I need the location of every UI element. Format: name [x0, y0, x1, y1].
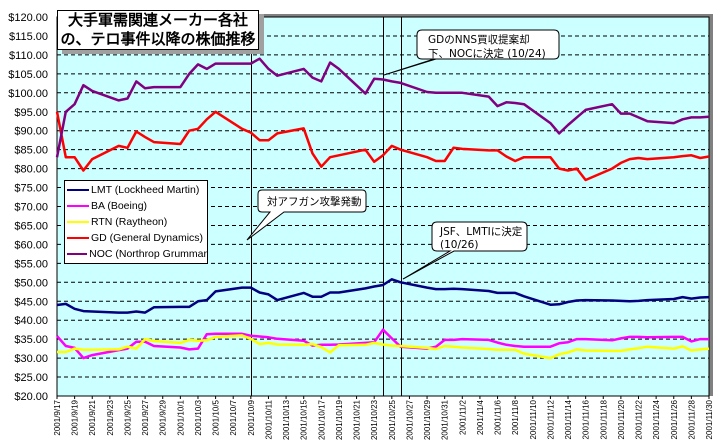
x-tick-label: 2001/11/18 — [599, 399, 608, 439]
x-tick-label: 2001/10/1 — [176, 399, 185, 435]
callout-gd: GDのNNS買収提案却 下、NOCに決定 (10/24) — [383, 29, 560, 76]
x-tick-label: 2001/11/30 — [705, 399, 714, 439]
x-tick-label: 2001/10/27 — [405, 399, 414, 440]
x-tick-label: 2001/9/19 — [71, 399, 80, 435]
x-tick-label: 2001/9/29 — [159, 399, 168, 435]
x-tick-label: 2001/10/29 — [423, 399, 432, 440]
x-tick-label: 2001/11/4 — [476, 399, 485, 435]
legend-swatch — [67, 189, 89, 191]
legend-label: RTN (Raytheon) — [91, 216, 168, 228]
legend-label: BA (Boeing) — [91, 200, 148, 212]
y-tick-label: $115.00 — [9, 31, 48, 43]
chart-title-line2: の、テロ事件以降の株価推移 — [60, 30, 256, 48]
x-tick-label: 2001/9/17 — [53, 399, 62, 435]
y-tick-label: $85.00 — [14, 145, 48, 157]
y-tick-label: $25.00 — [14, 372, 48, 384]
x-tick-label: 2001/10/5 — [212, 399, 221, 435]
x-tick-label: 2001/11/28 — [687, 399, 696, 439]
x-tick-label: 2001/11/26 — [670, 399, 679, 439]
y-tick-label: $60.00 — [14, 239, 48, 251]
series-line — [57, 334, 710, 360]
x-tick-label: 2001/10/17 — [317, 399, 326, 440]
callout-jsf-line1: JSF、LMTIに決定 — [439, 225, 523, 238]
legend-label: GD (General Dynamics) — [91, 232, 204, 244]
x-tick-label: 2001/11/16 — [582, 399, 591, 439]
y-tick-label: $65.00 — [14, 220, 48, 232]
legend-item: BA (Boeing) — [67, 198, 207, 214]
legend-item: LMT (Lockheed Martin) — [67, 182, 207, 198]
x-tick-label: 2001/10/21 — [353, 399, 362, 440]
x-tick-label: 2001/9/25 — [123, 399, 132, 435]
x-tick-label: 2001/9/23 — [106, 399, 115, 435]
x-tick-label: 2001/11/8 — [511, 399, 520, 435]
legend-item: NOC (Northrop Grummar — [67, 246, 207, 262]
x-tick-label: 2001/10/19 — [335, 399, 344, 440]
callout-jsf-line2: (10/26) — [440, 239, 478, 251]
chart-title: 大手軍需関連メーカー各社 の、テロ事件以降の株価推移 — [57, 10, 259, 50]
y-tick-label: $95.00 — [14, 107, 48, 119]
callout-gd-line1: GDのNNS買収提案却 — [428, 33, 530, 46]
series-line — [55, 57, 710, 158]
x-tick-label: 2001/11/14 — [564, 399, 573, 439]
y-tick-label: $45.00 — [14, 296, 48, 308]
x-tick-label: 2001/10/15 — [300, 399, 309, 440]
legend-label: LMT (Lockheed Martin) — [91, 184, 200, 196]
legend-swatch — [67, 253, 88, 255]
y-tick-label: $105.00 — [8, 69, 48, 81]
y-tick-label: $70.00 — [14, 202, 48, 214]
series-lines — [55, 57, 710, 360]
legend: LMT (Lockheed Martin) BA (Boeing) RTN (Ray… — [64, 180, 208, 264]
legend-item: RTN (Raytheon) — [67, 214, 207, 230]
y-tick-label: $30.00 — [14, 353, 48, 365]
y-tick-label: $55.00 — [14, 258, 48, 270]
chart-title-line1: 大手軍需関連メーカー各社 — [67, 11, 248, 29]
x-tick-label: 2001/10/13 — [282, 399, 291, 440]
legend-swatch — [67, 205, 89, 207]
x-tick-label: 2001/11/20 — [617, 399, 626, 439]
callout-afghan: 対アフガン攻撃発動 — [246, 189, 367, 241]
legend-swatch — [67, 221, 89, 223]
y-axis-ticks: $20.00 $25.00 $30.00 $35.00 $40.00 $45.00 $50.… — [8, 12, 48, 403]
callout-jsf: JSF、LMTIに決定 (10/26) — [402, 221, 528, 280]
callout-afghan-text: 対アフガン攻撃発動 — [267, 195, 362, 208]
y-tick-label: $120.00 — [8, 12, 48, 24]
series-line — [55, 110, 710, 182]
x-tick-label: 2001/11/10 — [529, 399, 538, 439]
y-tick-label: $75.00 — [14, 183, 48, 195]
y-tick-label: $40.00 — [14, 315, 48, 327]
x-tick-label: 2001/10/3 — [194, 399, 203, 435]
y-tick-label: $35.00 — [14, 334, 48, 346]
x-tick-label: 2001/11/22 — [635, 399, 644, 439]
x-tick-label: 2001/10/31 — [441, 399, 450, 440]
callouts: 対アフガン攻撃発動 GDのNNS買収提案却 下、NOCに決定 (10/24) J… — [246, 29, 560, 280]
x-tick-label: 2001/10/9 — [247, 399, 256, 435]
x-tick-label: 2001/10/25 — [388, 399, 397, 440]
series-line — [56, 278, 710, 314]
x-tick-label: 2001/10/23 — [370, 399, 379, 440]
x-tick-label: 2001/11/24 — [652, 399, 661, 439]
x-axis-ticks: 2001/9/17 2001/9/19 2001/9/21 2001/9/23 2001… — [53, 396, 714, 440]
callout-gd-line2: 下、NOCに決定 (10/24) — [428, 47, 546, 60]
x-tick-label: 2001/10/7 — [229, 399, 238, 435]
y-tick-label: $100.00 — [8, 88, 48, 100]
x-tick-label: 2001/9/27 — [141, 399, 150, 435]
y-tick-label: $90.00 — [14, 126, 48, 138]
x-tick-label: 2001/10/11 — [264, 399, 273, 439]
legend-item: GD (General Dynamics) — [67, 230, 207, 246]
legend-label: NOC (Northrop Grummar — [89, 248, 207, 260]
legend-swatch — [67, 237, 89, 239]
y-tick-label: $50.00 — [14, 277, 48, 289]
series-line — [56, 328, 709, 360]
y-tick-label: $80.00 — [14, 164, 48, 176]
y-tick-label: $110.00 — [9, 50, 48, 62]
x-tick-label: 2001/11/2 — [458, 399, 467, 435]
x-tick-label: 2001/9/21 — [88, 399, 97, 435]
x-tick-label: 2001/11/12 — [546, 399, 555, 439]
x-tick-label: 2001/11/6 — [494, 399, 503, 435]
y-tick-label: $20.00 — [14, 391, 48, 403]
